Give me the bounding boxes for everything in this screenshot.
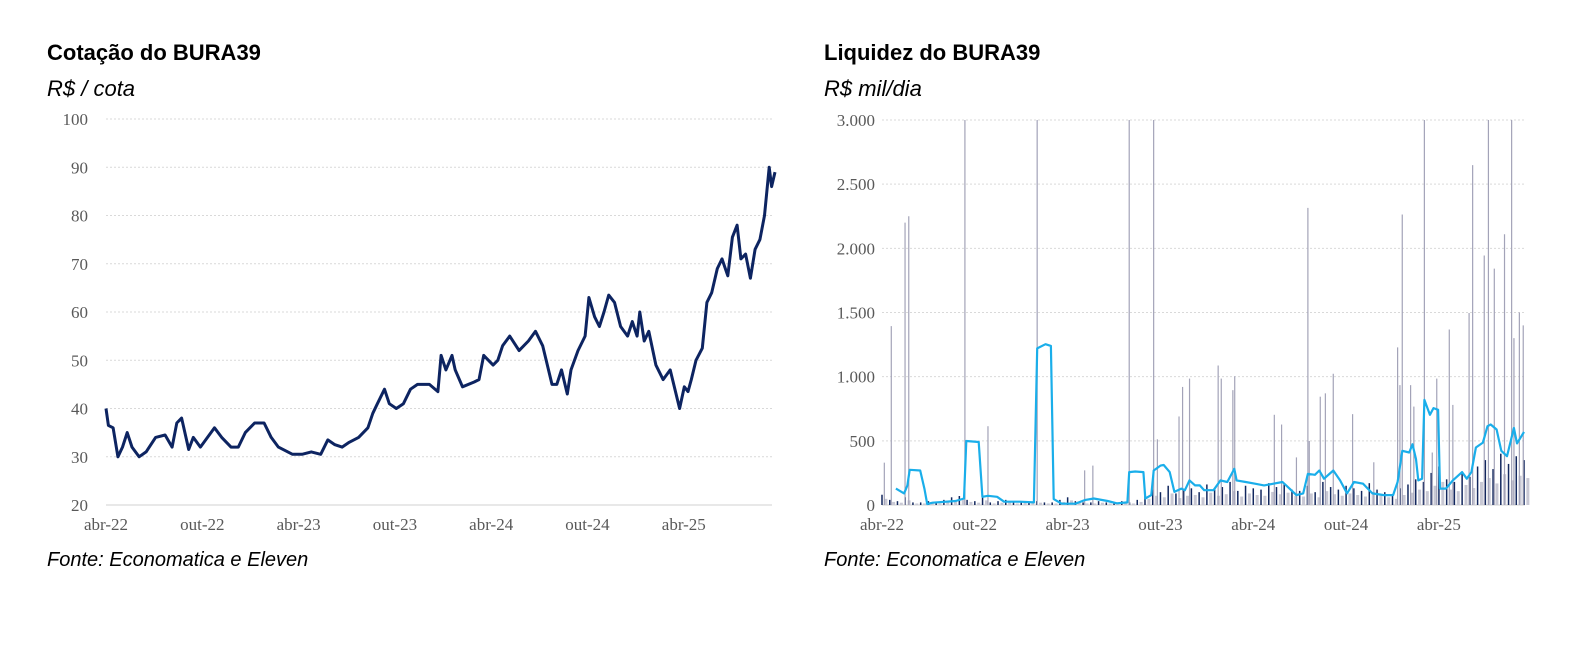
price-y-tick-label: 90 <box>71 158 88 177</box>
price-y-tick-label: 40 <box>71 400 88 419</box>
liquidity-y-tick-label: 0 <box>867 496 876 515</box>
price-chart-source: Fonte: Economatica e Eleven <box>47 549 309 571</box>
liquidity-x-tick-label: abr-22 <box>860 515 904 534</box>
price-x-tick-label: abr-22 <box>84 515 128 534</box>
price-series-line <box>104 165 777 459</box>
price-y-tick-label: 50 <box>71 351 88 370</box>
liquidity-x-tick-label: out-22 <box>953 515 997 534</box>
liquidity-average-line <box>895 343 1525 506</box>
liquidity-chart-subtitle: R$ mil/dia <box>824 76 922 101</box>
liquidity-x-tick-label: abr-25 <box>1417 515 1461 534</box>
price-chart-title: Cotação do BURA39 <box>47 40 261 65</box>
price-x-tick-label: out-23 <box>373 515 417 534</box>
price-x-tick-label: out-24 <box>565 515 610 534</box>
liquidity-x-tick-label: abr-23 <box>1046 515 1090 534</box>
price-x-tick-label: abr-25 <box>662 515 706 534</box>
liquidity-chart-source: Fonte: Economatica e Eleven <box>824 549 1086 571</box>
liquidity-y-tick-label: 1.500 <box>837 304 875 323</box>
liquidity-y-tick-label: 1.000 <box>837 368 875 387</box>
liquidity-x-tick-label: out-23 <box>1138 515 1182 534</box>
price-y-tick-label: 30 <box>71 448 88 467</box>
price-chart-subtitle: R$ / cota <box>47 76 136 101</box>
price-y-tick-label: 60 <box>71 303 88 322</box>
liquidity-y-tick-label: 2.500 <box>837 175 875 194</box>
price-y-tick-label: 100 <box>63 110 89 129</box>
price-y-tick-label: 80 <box>71 207 88 226</box>
liquidity-y-tick-label: 500 <box>850 432 876 451</box>
price-y-tick-label: 70 <box>71 255 88 274</box>
liquidity-x-tick-label: abr-24 <box>1231 515 1276 534</box>
liquidity-chart-title: Liquidez do BURA39 <box>824 40 1041 65</box>
price-y-tick-label: 20 <box>71 496 88 515</box>
liquidity-y-tick-label: 2.000 <box>837 239 875 258</box>
liquidity-y-tick-label: 3.000 <box>837 111 875 130</box>
price-x-tick-label: out-22 <box>180 515 224 534</box>
liquidity-x-tick-label: out-24 <box>1324 515 1369 534</box>
price-x-tick-label: abr-24 <box>469 515 514 534</box>
price-x-tick-label: abr-23 <box>277 515 321 534</box>
